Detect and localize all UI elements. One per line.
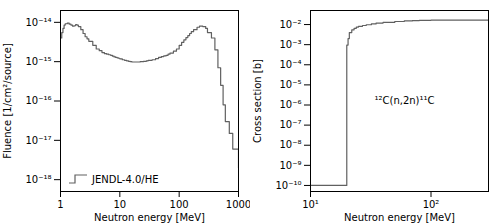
svg-text:10⁻⁵: 10⁻⁵ <box>279 79 301 90</box>
svg-text:10⁻¹⁴: 10⁻¹⁴ <box>25 17 51 28</box>
svg-text:10⁻³: 10⁻³ <box>279 39 301 50</box>
svg-text:100: 100 <box>170 199 189 210</box>
svg-text:10⁻¹⁵: 10⁻¹⁵ <box>25 56 51 67</box>
svg-text:Fluence [1/cm²/source]: Fluence [1/cm²/source] <box>2 43 13 159</box>
svg-text:10: 10 <box>113 199 126 210</box>
svg-text:¹²C(n,2n)¹¹C: ¹²C(n,2n)¹¹C <box>374 95 434 106</box>
svg-text:10⁻⁹: 10⁻⁹ <box>279 160 301 171</box>
svg-text:10⁻⁶: 10⁻⁶ <box>279 99 301 110</box>
svg-text:10²: 10² <box>423 199 440 210</box>
svg-text:10¹: 10¹ <box>302 199 319 210</box>
svg-text:10⁻¹⁰: 10⁻¹⁰ <box>275 180 301 191</box>
svg-text:Neutron energy [MeV]: Neutron energy [MeV] <box>94 212 205 223</box>
svg-text:10⁻¹⁶: 10⁻¹⁶ <box>25 95 51 106</box>
svg-text:10⁻⁷: 10⁻⁷ <box>279 119 301 130</box>
html-text:JENDL-4.0/HE: JENDL-4.0/HE <box>92 173 159 185</box>
svg-text:Neutron energy [MeV]: Neutron energy [MeV] <box>344 212 455 223</box>
svg-text:1: 1 <box>57 199 63 210</box>
svg-text:10⁻²: 10⁻² <box>279 19 301 30</box>
svg-text:10⁻⁴: 10⁻⁴ <box>279 59 301 70</box>
svg-text:10⁻¹⁷: 10⁻¹⁷ <box>25 135 51 146</box>
svg-text:10⁻¹⁸: 10⁻¹⁸ <box>25 174 51 185</box>
svg-text:Cross section [b]: Cross section [b] <box>252 59 263 143</box>
svg-text:1000: 1000 <box>226 199 250 210</box>
svg-text:10⁻⁸: 10⁻⁸ <box>279 139 301 150</box>
